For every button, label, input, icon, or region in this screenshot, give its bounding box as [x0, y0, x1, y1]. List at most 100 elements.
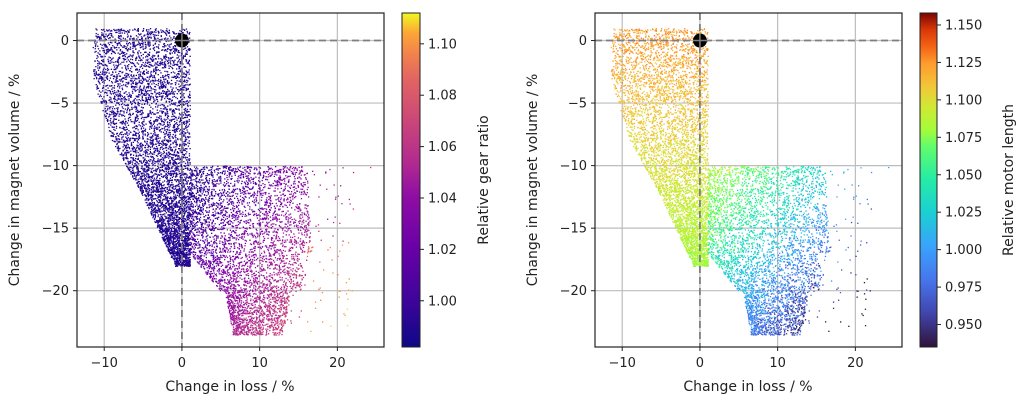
scatter-point	[148, 177, 150, 179]
scatter-point	[180, 255, 182, 257]
scatter-point	[152, 60, 155, 62]
scatter-point	[178, 250, 181, 252]
scatter-point	[155, 188, 158, 190]
scatter-point	[172, 173, 175, 176]
scatter-point	[181, 198, 183, 201]
scatter-point	[169, 153, 172, 155]
scatter-point	[156, 185, 158, 187]
scatter-point	[172, 109, 175, 111]
scatter-point	[177, 138, 179, 141]
scatter-point	[164, 112, 166, 114]
scatter-point	[179, 92, 182, 95]
scatter-point	[114, 96, 116, 98]
scatter-point	[171, 176, 174, 179]
scatter-point	[170, 143, 172, 145]
scatter-point	[151, 197, 153, 199]
scatter-point	[109, 32, 111, 35]
scatter-point	[160, 231, 163, 233]
scatter-point	[165, 84, 167, 86]
scatter-point	[140, 127, 143, 129]
scatter-point	[187, 121, 189, 123]
scatter-point	[175, 262, 178, 264]
scatter-point	[182, 101, 185, 103]
scatter-point	[158, 181, 160, 183]
scatter-point	[153, 127, 155, 129]
scatter-point	[139, 184, 142, 186]
scatter-point	[179, 71, 181, 73]
scatter-point	[96, 85, 98, 87]
scatter-point	[164, 175, 166, 177]
scatter-point	[169, 129, 171, 131]
scatter-point	[139, 177, 141, 179]
scatter-point	[174, 258, 176, 260]
scatter-point	[101, 34, 103, 36]
scatter-point	[177, 232, 180, 234]
scatter-point	[141, 40, 143, 42]
scatter-point	[115, 104, 117, 106]
scatter-point	[145, 195, 147, 197]
scatter-point	[147, 149, 149, 151]
scatter-point	[147, 156, 150, 158]
scatter-point	[156, 187, 158, 189]
scatter-point	[168, 250, 170, 252]
scatter-point	[128, 55, 130, 58]
scatter-point	[121, 136, 123, 139]
scatter-point	[171, 199, 173, 202]
scatter-point	[124, 47, 127, 50]
scatter-point	[136, 127, 138, 130]
scatter-point	[130, 173, 132, 175]
scatter-point	[159, 160, 161, 162]
scatter-point	[161, 216, 163, 218]
scatter-point	[141, 111, 143, 113]
scatter-point	[167, 115, 169, 117]
scatter-point	[186, 53, 188, 55]
scatter-point	[131, 79, 133, 81]
scatter-point	[182, 143, 184, 145]
scatter-point	[176, 93, 178, 95]
scatter-point	[189, 172, 191, 174]
scatter-point	[141, 122, 143, 125]
scatter-point	[124, 162, 127, 165]
scatter-point	[135, 179, 137, 181]
scatter-point	[163, 127, 165, 130]
scatter-point	[132, 137, 134, 139]
scatter-point	[104, 71, 106, 73]
scatter-point	[182, 210, 184, 212]
scatter-point	[169, 214, 171, 216]
scatter-point	[108, 50, 110, 52]
scatter-point	[121, 138, 123, 140]
scatter-point	[124, 30, 126, 32]
scatter-point	[183, 198, 186, 200]
scatter-point	[154, 91, 156, 93]
scatter-point	[171, 219, 173, 221]
scatter-point	[128, 168, 130, 171]
scatter-point	[177, 57, 179, 59]
scatter-point	[171, 252, 173, 254]
scatter-point	[166, 207, 168, 209]
scatter-point	[110, 106, 112, 108]
scatter-point	[167, 179, 169, 181]
scatter-point	[125, 31, 127, 33]
scatter-point	[153, 31, 156, 33]
scatter-point	[132, 141, 134, 143]
scatter-point	[173, 205, 176, 208]
scatter-point	[154, 64, 156, 66]
scatter-point	[121, 67, 123, 69]
scatter-point	[134, 134, 136, 136]
scatter-point	[170, 241, 172, 243]
scatter-point	[164, 55, 166, 58]
scatter-point	[144, 134, 146, 136]
scatter-point	[186, 235, 188, 237]
scatter-point	[138, 50, 140, 52]
scatter-point	[180, 228, 182, 230]
scatter-point	[145, 143, 148, 145]
scatter-point	[177, 189, 179, 191]
scatter-point	[169, 153, 171, 155]
scatter-point	[148, 183, 150, 186]
scatter-point	[179, 232, 181, 234]
scatter-point	[110, 59, 113, 61]
scatter-point	[188, 60, 190, 62]
scatter-point	[174, 112, 176, 114]
scatter-point	[168, 57, 170, 60]
scatter-point	[160, 173, 162, 175]
